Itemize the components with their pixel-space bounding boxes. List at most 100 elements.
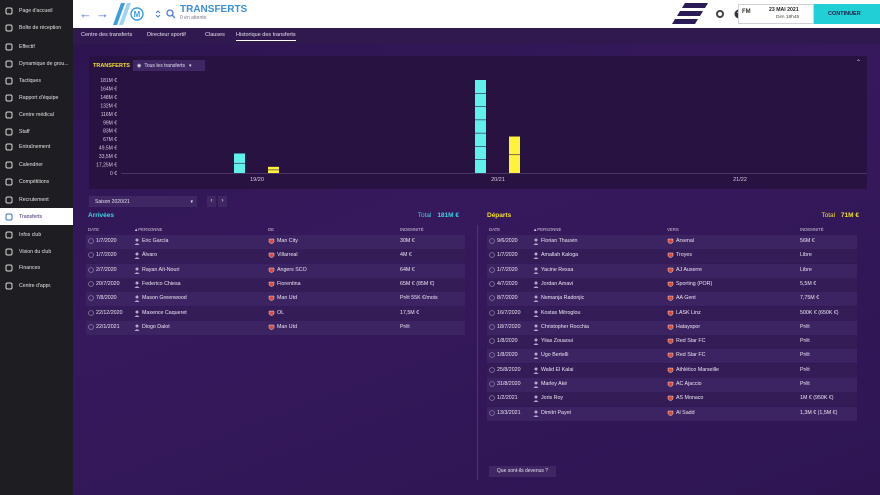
person-name[interactable]: Federico Chiesa: [142, 280, 181, 287]
next-season-button[interactable]: ›: [218, 196, 227, 207]
club-name[interactable]: AA Gent: [676, 295, 696, 302]
col-date[interactable]: Date: [489, 227, 501, 232]
sidebar-item-transfers[interactable]: Transferts: [0, 208, 73, 225]
club-name[interactable]: Al Sadd: [676, 409, 695, 416]
person-name[interactable]: Eric García: [142, 238, 169, 244]
table-row[interactable]: 2/7/2020 Rayan Aït-Nouri Angers SCO 64M €: [86, 263, 465, 278]
col-person[interactable]: ▲Personne: [134, 227, 163, 232]
table-row[interactable]: 22/1/2021 Diogo Dalot Man Utd Prêt: [86, 320, 465, 335]
table-row[interactable]: 16/7/2020 Kostas Mitroglou LASK Linz 500K €…: [487, 306, 857, 321]
club-name[interactable]: Man City: [277, 238, 298, 244]
transfer-filter-dropdown[interactable]: ◉ Tous les transferts ▾: [133, 60, 205, 71]
sidebar-item-dynamics[interactable]: Dynamique de grou...: [0, 55, 73, 72]
table-row[interactable]: 4/7/2020 Jordan Amavi Sporting (POR) 5,5M €: [487, 277, 857, 292]
back-arrow-icon[interactable]: ←: [79, 6, 92, 21]
person-name[interactable]: Florian Thauvin: [541, 238, 578, 244]
sidebar-item-staff[interactable]: Staff: [0, 123, 73, 140]
person-name[interactable]: Yiias Zouaoui: [541, 338, 573, 345]
person-name[interactable]: Diogo Dalot: [142, 323, 170, 330]
club-name[interactable]: AJ Auxerre: [676, 266, 702, 273]
table-row[interactable]: 13/3/2021 Dimitri Payet Al Sadd 1,3M € (1,5…: [487, 406, 857, 421]
person-name[interactable]: Christopher Rocchia: [541, 323, 589, 330]
person-name[interactable]: Ugo Bertelli: [541, 352, 569, 359]
table-row[interactable]: 1/7/2020 Álvaro Villarreal 4M €: [86, 249, 465, 264]
table-row[interactable]: 9/6/2020 Florian Thauvin Arsenal 56M €: [487, 235, 857, 249]
club-name[interactable]: AC Ajaccio: [676, 381, 702, 387]
club-name[interactable]: Red Star FC: [676, 338, 706, 345]
sidebar-item-finances[interactable]: Finances: [0, 259, 73, 276]
person-name[interactable]: Jordan Amavi: [541, 280, 574, 287]
person-name[interactable]: Dimitri Payet: [541, 409, 572, 416]
sidebar-item-vision[interactable]: Vision du club: [0, 243, 73, 260]
tab-transfer-history[interactable]: Historique des transferts: [236, 32, 296, 41]
sidebar-item-home[interactable]: Page d'accueil: [0, 2, 73, 19]
club-name[interactable]: Villarreal: [277, 252, 298, 259]
search-icon[interactable]: [166, 9, 176, 19]
table-row[interactable]: 25/8/2020 Walid El Kalai Athlético Marseil…: [487, 363, 857, 378]
club-name[interactable]: AS Monaco: [676, 395, 704, 402]
col-fee[interactable]: Indemnité: [400, 227, 424, 232]
club-name[interactable]: OL: [277, 309, 285, 316]
forward-arrow-icon[interactable]: →: [96, 6, 109, 21]
club-name[interactable]: Athlético Marseille: [676, 366, 719, 373]
person-name[interactable]: Maxence Caqueret: [142, 309, 187, 316]
table-row[interactable]: 1/7/2020 Yacine Ressa AJ Auxerre Libre: [487, 263, 857, 278]
table-row[interactable]: 22/12/2020 Maxence Caqueret OL 17,5M €: [86, 306, 465, 321]
table-row[interactable]: 8/7/2020 Nemanja Radonjic AA Gent 7,75M €: [487, 292, 857, 307]
club-name[interactable]: Man Utd: [277, 295, 298, 302]
club-name[interactable]: Man Utd: [277, 323, 298, 330]
person-name[interactable]: Amallah Kaloga: [541, 252, 579, 259]
sidebar-item-training[interactable]: Entraînement: [0, 138, 73, 155]
table-row[interactable]: 1/8/2020 Ugo Bertelli Red Star FC Prêt: [487, 349, 857, 364]
tab-clauses[interactable]: Clauses: [205, 32, 225, 38]
table-row[interactable]: 1/8/2020 Yiias Zouaoui Red Star FC Prêt: [487, 335, 857, 350]
club-name[interactable]: Angers SCO: [277, 266, 307, 273]
col-person[interactable]: ▲Personne: [533, 227, 562, 232]
person-name[interactable]: Yacine Ressa: [541, 266, 574, 273]
table-row[interactable]: 20/7/2020 Federico Chiesa Fiorentina 65M € …: [86, 277, 465, 292]
table-row[interactable]: 31/8/2020 Marley Aké AC Ajaccio Prêt: [487, 378, 857, 392]
person-name[interactable]: Mason Greenwood: [142, 295, 187, 302]
tab-transfer-centre[interactable]: Centre des transferts: [81, 32, 133, 38]
sidebar-item-academy[interactable]: Centre d'appr.: [0, 277, 73, 294]
what-became-of-them-button[interactable]: Que sont-ils devenus ?: [489, 466, 556, 477]
club-logo[interactable]: M: [113, 3, 147, 25]
sidebar-item-squad[interactable]: Effectif: [0, 38, 73, 55]
table-row[interactable]: 18/7/2020 Christopher Rocchia Hatayspor Prê…: [487, 320, 857, 335]
person-name[interactable]: Kostas Mitroglou: [541, 309, 581, 316]
club-badge-icon[interactable]: [715, 9, 725, 19]
sidebar-item-calendar[interactable]: Calendrier: [0, 156, 73, 173]
table-row[interactable]: 1/2/2021 Joris Roy AS Monaco 1M € (950K €): [487, 392, 857, 407]
person-name[interactable]: Joris Roy: [541, 395, 564, 402]
sidebar-item-inbox[interactable]: Boîte de réception: [0, 19, 73, 36]
club-name[interactable]: LASK Linz: [676, 309, 701, 316]
club-name[interactable]: Hatayspor: [676, 323, 701, 330]
club-switch-icon[interactable]: [155, 9, 161, 19]
sidebar-item-trophy[interactable]: Compétitions: [0, 173, 73, 190]
club-name[interactable]: Arsenal: [676, 238, 694, 244]
date-box[interactable]: FM 23 MAI 2021 Dim 18h45: [738, 4, 814, 24]
tab-sporting-director[interactable]: Directeur sportif: [147, 32, 186, 38]
sidebar-item-scouting[interactable]: Recrutement: [0, 191, 73, 208]
col-date[interactable]: Date: [88, 227, 100, 232]
person-name[interactable]: Álvaro: [142, 252, 158, 259]
bar-arrivals-20-21[interactable]: [475, 80, 486, 173]
person-name[interactable]: Rayan Aït-Nouri: [142, 266, 180, 273]
club-name[interactable]: Sporting (POR): [676, 280, 713, 287]
col-to[interactable]: Vers: [667, 227, 679, 232]
table-row[interactable]: 1/7/2020 Amallah Kaloga Troyes Libre: [487, 249, 857, 264]
collapse-icon[interactable]: ⌃: [855, 60, 861, 66]
person-name[interactable]: Marley Aké: [541, 381, 568, 387]
col-from[interactable]: De: [268, 227, 274, 232]
person-name[interactable]: Walid El Kalai: [541, 366, 574, 373]
club-name[interactable]: Troyes: [676, 252, 692, 259]
sidebar-item-tactics[interactable]: Tactiques: [0, 72, 73, 89]
club-name[interactable]: Fiorentina: [277, 280, 301, 287]
club-name[interactable]: Red Star FC: [676, 352, 706, 359]
sidebar-item-club-info[interactable]: Infos club: [0, 226, 73, 243]
table-row[interactable]: 1/7/2020 Eric García Man City 30M €: [86, 235, 465, 249]
prev-season-button[interactable]: ‹: [207, 196, 216, 207]
continue-button[interactable]: CONTINUER: [814, 4, 880, 24]
sidebar-item-medical[interactable]: Centre médical: [0, 106, 73, 123]
sidebar-item-report[interactable]: Rapport d'équipe: [0, 89, 73, 106]
